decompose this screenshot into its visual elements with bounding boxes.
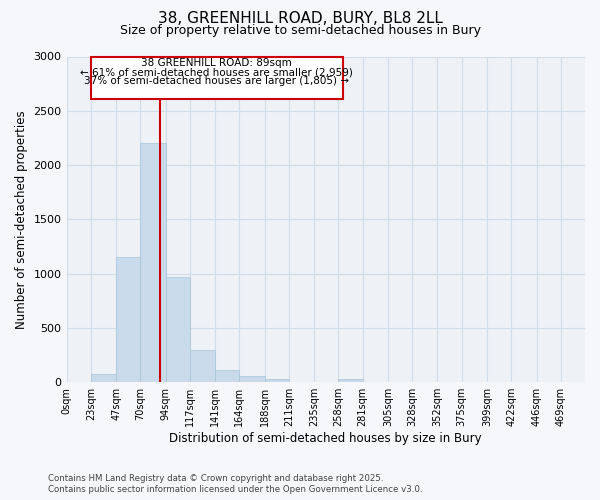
Y-axis label: Number of semi-detached properties: Number of semi-detached properties [15, 110, 28, 328]
Bar [265, 379, 289, 382]
Text: 38, GREENHILL ROAD, BURY, BL8 2LL: 38, GREENHILL ROAD, BURY, BL8 2LL [158, 11, 442, 26]
Text: ← 61% of semi-detached houses are smaller (2,959): ← 61% of semi-detached houses are smalle… [80, 67, 353, 77]
Bar [140, 144, 166, 382]
Bar [239, 376, 265, 382]
Bar [215, 370, 239, 382]
Text: 38 GREENHILL ROAD: 89sqm: 38 GREENHILL ROAD: 89sqm [142, 58, 292, 68]
Bar [166, 277, 190, 382]
Bar [91, 374, 116, 382]
Text: Size of property relative to semi-detached houses in Bury: Size of property relative to semi-detach… [119, 24, 481, 37]
Text: 37% of semi-detached houses are larger (1,805) →: 37% of semi-detached houses are larger (… [84, 76, 349, 86]
FancyBboxPatch shape [91, 56, 343, 99]
Bar [338, 379, 362, 382]
Bar [190, 350, 215, 382]
X-axis label: Distribution of semi-detached houses by size in Bury: Distribution of semi-detached houses by … [169, 432, 482, 445]
Text: Contains HM Land Registry data © Crown copyright and database right 2025.
Contai: Contains HM Land Registry data © Crown c… [48, 474, 422, 494]
Bar [116, 258, 140, 382]
